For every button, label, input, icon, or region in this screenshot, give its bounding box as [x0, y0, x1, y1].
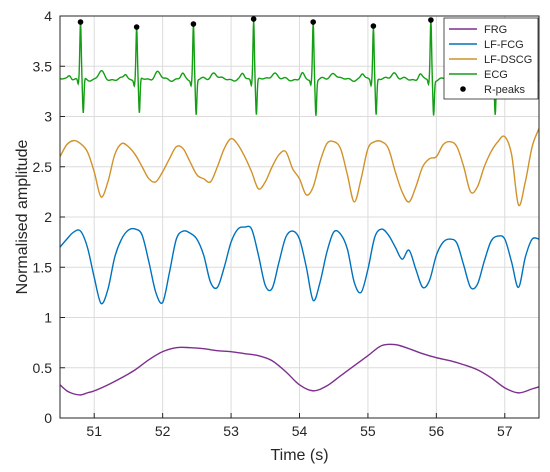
y-tick-label: 2 [44, 209, 52, 225]
y-axis-ticks: 0 0.5 1 1.5 2 2.5 3 3.5 4 [33, 8, 65, 426]
r-peak-marker [310, 19, 316, 25]
y-tick-label: 3 [44, 109, 52, 125]
legend-label: LF-FCG [484, 39, 524, 51]
x-axis-label: Time (s) [270, 447, 328, 464]
y-tick-label: 1 [44, 310, 52, 326]
y-tick-label: 4 [44, 8, 52, 24]
x-axis-ticks: 51 52 53 54 55 56 57 [86, 413, 513, 439]
x-tick-label: 53 [223, 423, 239, 439]
y-tick-label: 2.5 [33, 159, 53, 175]
y-axis-label: Normalised amplitude [14, 140, 31, 295]
r-peak-marker [250, 16, 257, 22]
legend-swatch [460, 86, 466, 92]
legend-label: ECG [484, 69, 508, 81]
series-line-lf-fcg [60, 225, 539, 305]
legend-label: LF-DSCG [484, 54, 532, 66]
x-tick-label: 56 [429, 423, 445, 439]
x-tick-label: 55 [360, 423, 376, 439]
y-tick-label: 3.5 [33, 58, 53, 74]
r-peak-marker [428, 17, 434, 23]
series-line-frg [60, 343, 539, 396]
y-tick-label: 0.5 [33, 360, 53, 376]
series-line-lf-dscg [60, 128, 539, 207]
r-peak-marker [370, 23, 377, 29]
legend: FRG LF-FCG LF-DSCG ECG R-peaks [443, 17, 539, 100]
legend-label: FRG [484, 24, 507, 36]
r-peak-marker [133, 24, 140, 30]
r-peak-marker [190, 21, 197, 27]
x-tick-label: 51 [86, 423, 102, 439]
legend-label: R-peaks [484, 84, 525, 96]
x-tick-label: 54 [292, 423, 308, 439]
r-peak-marker [77, 19, 84, 25]
y-tick-label: 1.5 [33, 259, 53, 275]
x-tick-label: 52 [155, 423, 171, 439]
y-tick-label: 0 [44, 410, 52, 426]
x-tick-label: 57 [497, 423, 513, 439]
